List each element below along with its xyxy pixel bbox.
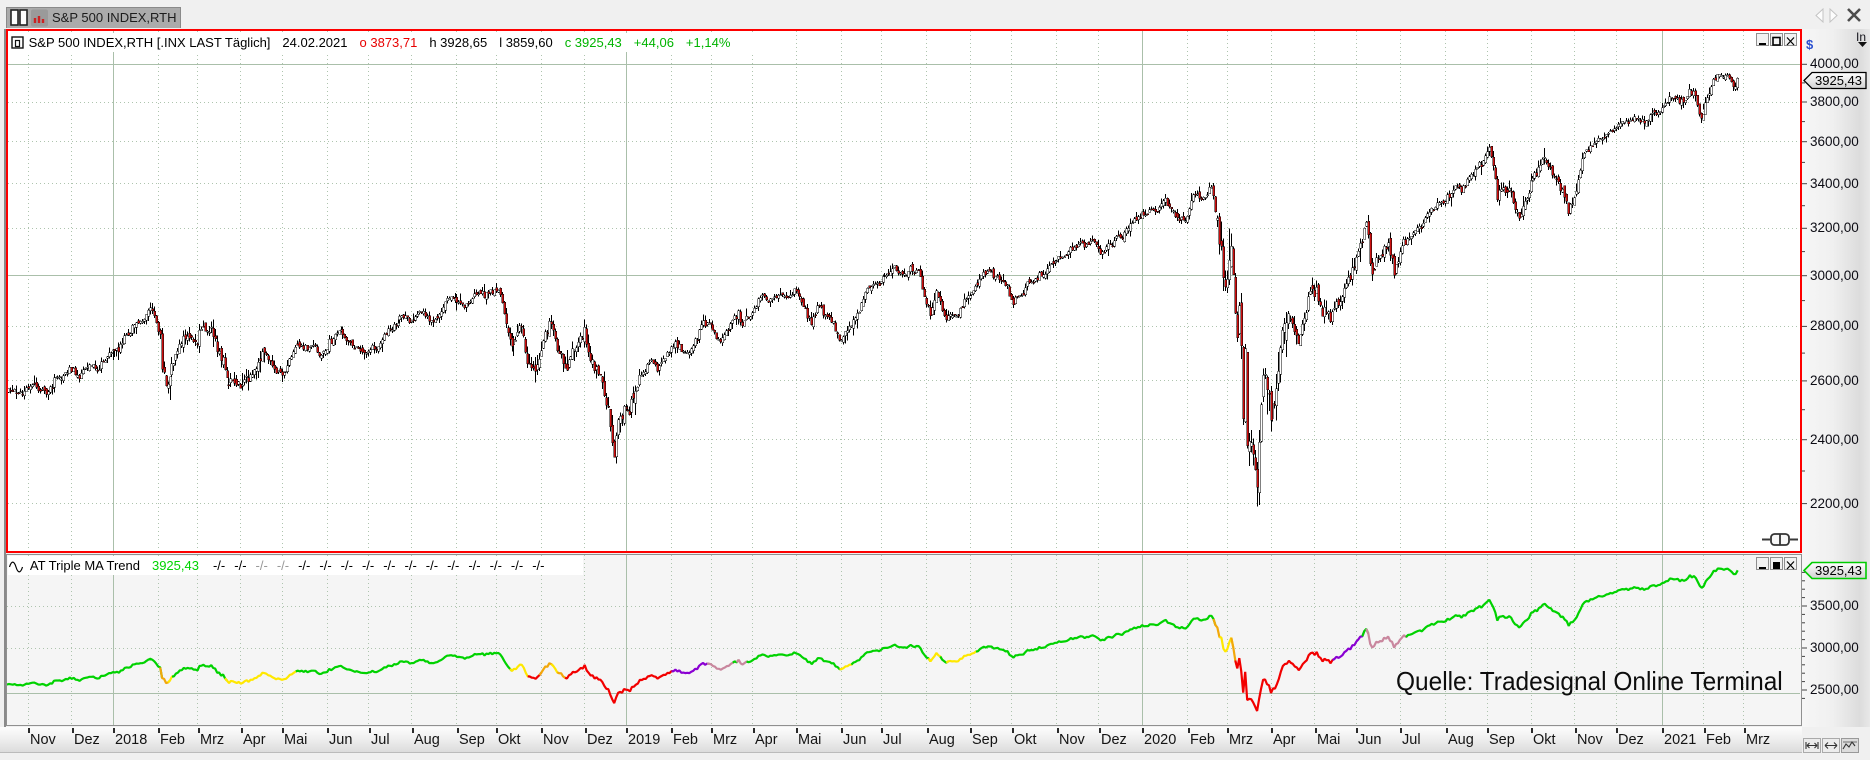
svg-text:3925,43: 3925,43 [1815,563,1862,578]
svg-text:3925,43: 3925,43 [1815,73,1862,88]
